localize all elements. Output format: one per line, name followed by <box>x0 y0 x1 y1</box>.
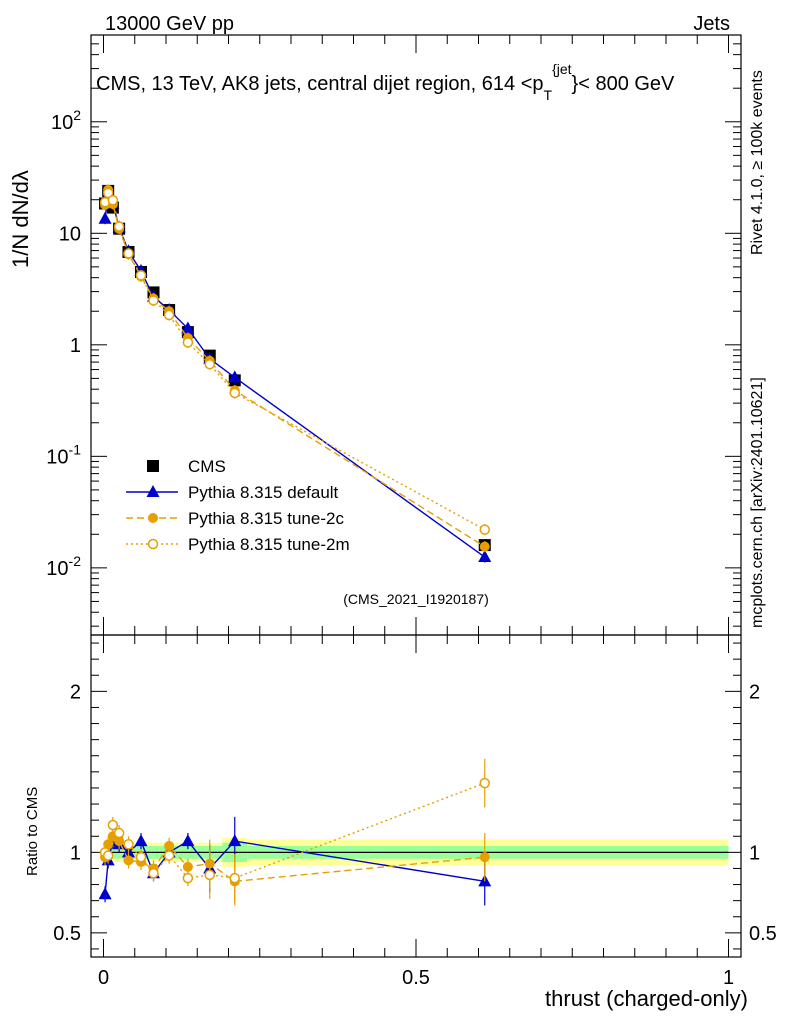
ratio-y-tick-label-right: 2 <box>749 681 760 703</box>
main-point-Pythia 8.315 default <box>181 321 195 334</box>
main-point-Pythia 8.315 tune-2m <box>182 337 194 348</box>
main-point-Pythia 8.315 tune-2m <box>204 358 215 370</box>
ratio-point-Pythia 8.315 tune-2c <box>123 855 134 866</box>
y-tick-label: 10-2 <box>46 553 81 580</box>
main-point-Pythia 8.315 tune-2m <box>229 387 240 399</box>
main-point-Pythia 8.315 default <box>98 211 112 224</box>
x-tick-label: 0 <box>98 967 109 989</box>
x-tick-label: 0.5 <box>402 967 430 989</box>
legend-marker <box>146 485 160 497</box>
y-tick-label: 102 <box>51 107 81 134</box>
y-axis-label: 1/N dN/dλ <box>8 170 33 268</box>
legend-marker <box>147 460 159 472</box>
main-point-Pythia 8.315 tune-2m <box>107 194 119 206</box>
main-point-Pythia 8.315 tune-2m <box>479 524 490 535</box>
legend-label: Pythia 8.315 tune-2c <box>188 509 344 528</box>
y-tick-label: 1 <box>70 335 81 357</box>
ratio-point-Pythia 8.315 tune-2m <box>123 839 134 850</box>
ratio-y-tick-label-right: 1 <box>749 842 760 864</box>
ratio-point-Pythia 8.315 default <box>98 887 112 900</box>
ratio-y-tick-label: 0.5 <box>53 923 81 945</box>
ratio-point-Pythia 8.315 tune-2c <box>479 852 490 863</box>
main-point-Pythia 8.315 tune-2m <box>163 309 175 321</box>
ratio-point-Pythia 8.315 tune-2m <box>229 872 240 884</box>
ratio-line-1 <box>104 835 485 883</box>
header-left: 13000 GeV pp <box>105 13 234 35</box>
header-right: Jets <box>693 13 730 35</box>
ratio-frame <box>90 634 742 958</box>
x-tick-label: 1 <box>723 967 734 989</box>
analysis-tag: (CMS_2021_I1920187) <box>343 591 489 607</box>
main-point-Pythia 8.315 tune-2c <box>479 541 490 552</box>
legend-marker <box>147 538 159 550</box>
ratio-point-Pythia 8.315 tune-2m <box>148 868 159 879</box>
ratio-point-Pythia 8.315 tune-2m <box>479 777 490 789</box>
main-point-Pythia 8.315 tune-2m <box>135 270 147 281</box>
legend-label: CMS <box>188 457 226 476</box>
legend: CMS Pythia 8.315 default Pythia 8.315 tune… <box>126 457 350 554</box>
ratio-point-Pythia 8.315 default <box>134 834 148 847</box>
y-tick-label: 10-1 <box>46 441 81 468</box>
main-point-Pythia 8.315 tune-2m <box>148 295 159 306</box>
ratio-y-tick-label-right: 0.5 <box>749 923 777 945</box>
ratio-point-Pythia 8.315 tune-2c <box>182 861 193 872</box>
y-axis-label-main: 1/N dN/dλ <box>8 170 33 268</box>
ratio-point-Pythia 8.315 tune-2m <box>113 827 125 839</box>
ratio-point-Pythia 8.315 tune-2m <box>102 850 114 861</box>
ratio-point-Pythia 8.315 tune-2m <box>182 872 194 884</box>
main-point-Pythia 8.315 tune-2m <box>123 248 134 259</box>
main-line-3 <box>104 191 486 531</box>
legend-label: Pythia 8.315 default <box>188 483 339 502</box>
ratio-point-Pythia 8.315 tune-2m <box>107 819 119 831</box>
ratio-y-label: Ratio to CMS <box>24 787 41 876</box>
ratio-point-Pythia 8.315 default <box>228 834 242 847</box>
ratio-y-tick-label: 2 <box>70 681 81 703</box>
ratio-point-Pythia 8.315 tune-2c <box>164 840 175 851</box>
legend-label: Pythia 8.315 tune-2m <box>188 535 350 554</box>
rivet-label: Rivet 4.1.0, ≥ 100k events <box>749 70 766 255</box>
plot-frames: 10-2 10-1 1 10 102 0 0.5 1 0.5 0.5 1 1 2 2 <box>46 34 777 989</box>
ratio-point-Pythia 8.315 tune-2m <box>204 869 215 881</box>
main-point-Pythia 8.315 tune-2m <box>102 187 114 199</box>
ratio-y-tick-label: 1 <box>70 842 81 864</box>
y-tick-label: 10 <box>59 223 81 245</box>
ratio-point-Pythia 8.315 tune-2m <box>135 851 147 863</box>
legend-marker <box>148 513 158 523</box>
ratio-point-Pythia 8.315 tune-2c <box>103 839 114 850</box>
main-point-Pythia 8.315 default <box>478 550 492 563</box>
plot-title: CMS, 13 TeV, AK8 jets, central dijet reg… <box>96 61 675 103</box>
ratio-point-Pythia 8.315 tune-2m <box>163 850 175 861</box>
series-layer <box>98 184 492 906</box>
main-point-Pythia 8.315 default <box>228 370 242 383</box>
main-line-1 <box>104 191 486 558</box>
x-axis-label: thrust (charged-only) <box>545 986 748 1011</box>
main-point-Pythia 8.315 tune-2m <box>113 221 125 232</box>
ratio-point-Pythia 8.315 default <box>181 834 195 847</box>
mcplots-label: mcplots.cern.ch [arXiv:2401.10621] <box>749 377 766 628</box>
